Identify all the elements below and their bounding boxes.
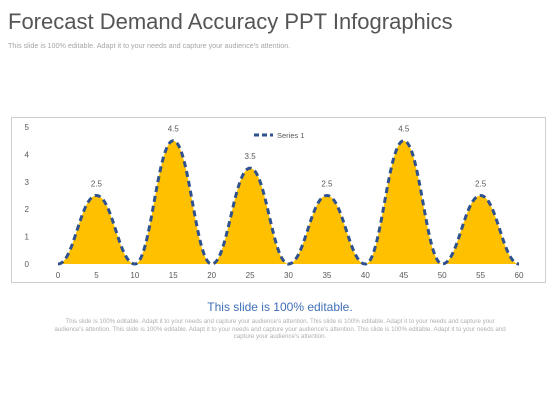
x-tick-label: 0 [56, 271, 61, 280]
data-label: 2.5 [475, 180, 487, 189]
chart-frame: 0 1 2 3 4 5 0 5 10 15 20 25 30 35 40 45 50 55 60 2.5 4.5 3.5 2… [11, 117, 546, 283]
x-tick-label: 25 [246, 271, 255, 280]
y-tick-label: 2 [25, 205, 30, 214]
slide-title: Forecast Demand Accuracy PPT Infographic… [8, 9, 453, 34]
slide-subtitle: This slide is 100% editable. Adapt it to… [8, 41, 291, 50]
x-tick-label: 10 [130, 271, 139, 280]
data-label: 4.5 [398, 125, 410, 134]
series-line [57, 139, 520, 266]
x-tick-label: 45 [399, 271, 408, 280]
y-tick-label: 1 [25, 233, 30, 242]
x-tick-label: 50 [438, 271, 447, 280]
data-label: 4.5 [168, 125, 180, 134]
data-label: 2.5 [91, 180, 103, 189]
data-label: 3.5 [245, 152, 257, 161]
y-tick-label: 0 [25, 260, 30, 269]
x-tick-label: 35 [322, 271, 331, 280]
y-tick-label: 3 [25, 178, 30, 187]
x-tick-label: 20 [207, 271, 216, 280]
footer-text: This slide is 100% editable. Adapt it to… [54, 318, 506, 340]
x-tick-label: 40 [361, 271, 370, 280]
x-tick-label: 5 [94, 271, 99, 280]
x-tick-label: 15 [169, 271, 178, 280]
data-label: 2.5 [321, 180, 333, 189]
x-tick-label: 60 [515, 271, 524, 280]
y-tick-label: 4 [25, 150, 30, 159]
x-tick-label: 55 [476, 271, 485, 280]
footer-heading: This slide is 100% editable. [207, 300, 353, 314]
series-area [58, 140, 519, 264]
y-tick-label: 5 [25, 123, 30, 132]
x-tick-label: 30 [284, 271, 293, 280]
legend-label: Series 1 [277, 131, 305, 140]
